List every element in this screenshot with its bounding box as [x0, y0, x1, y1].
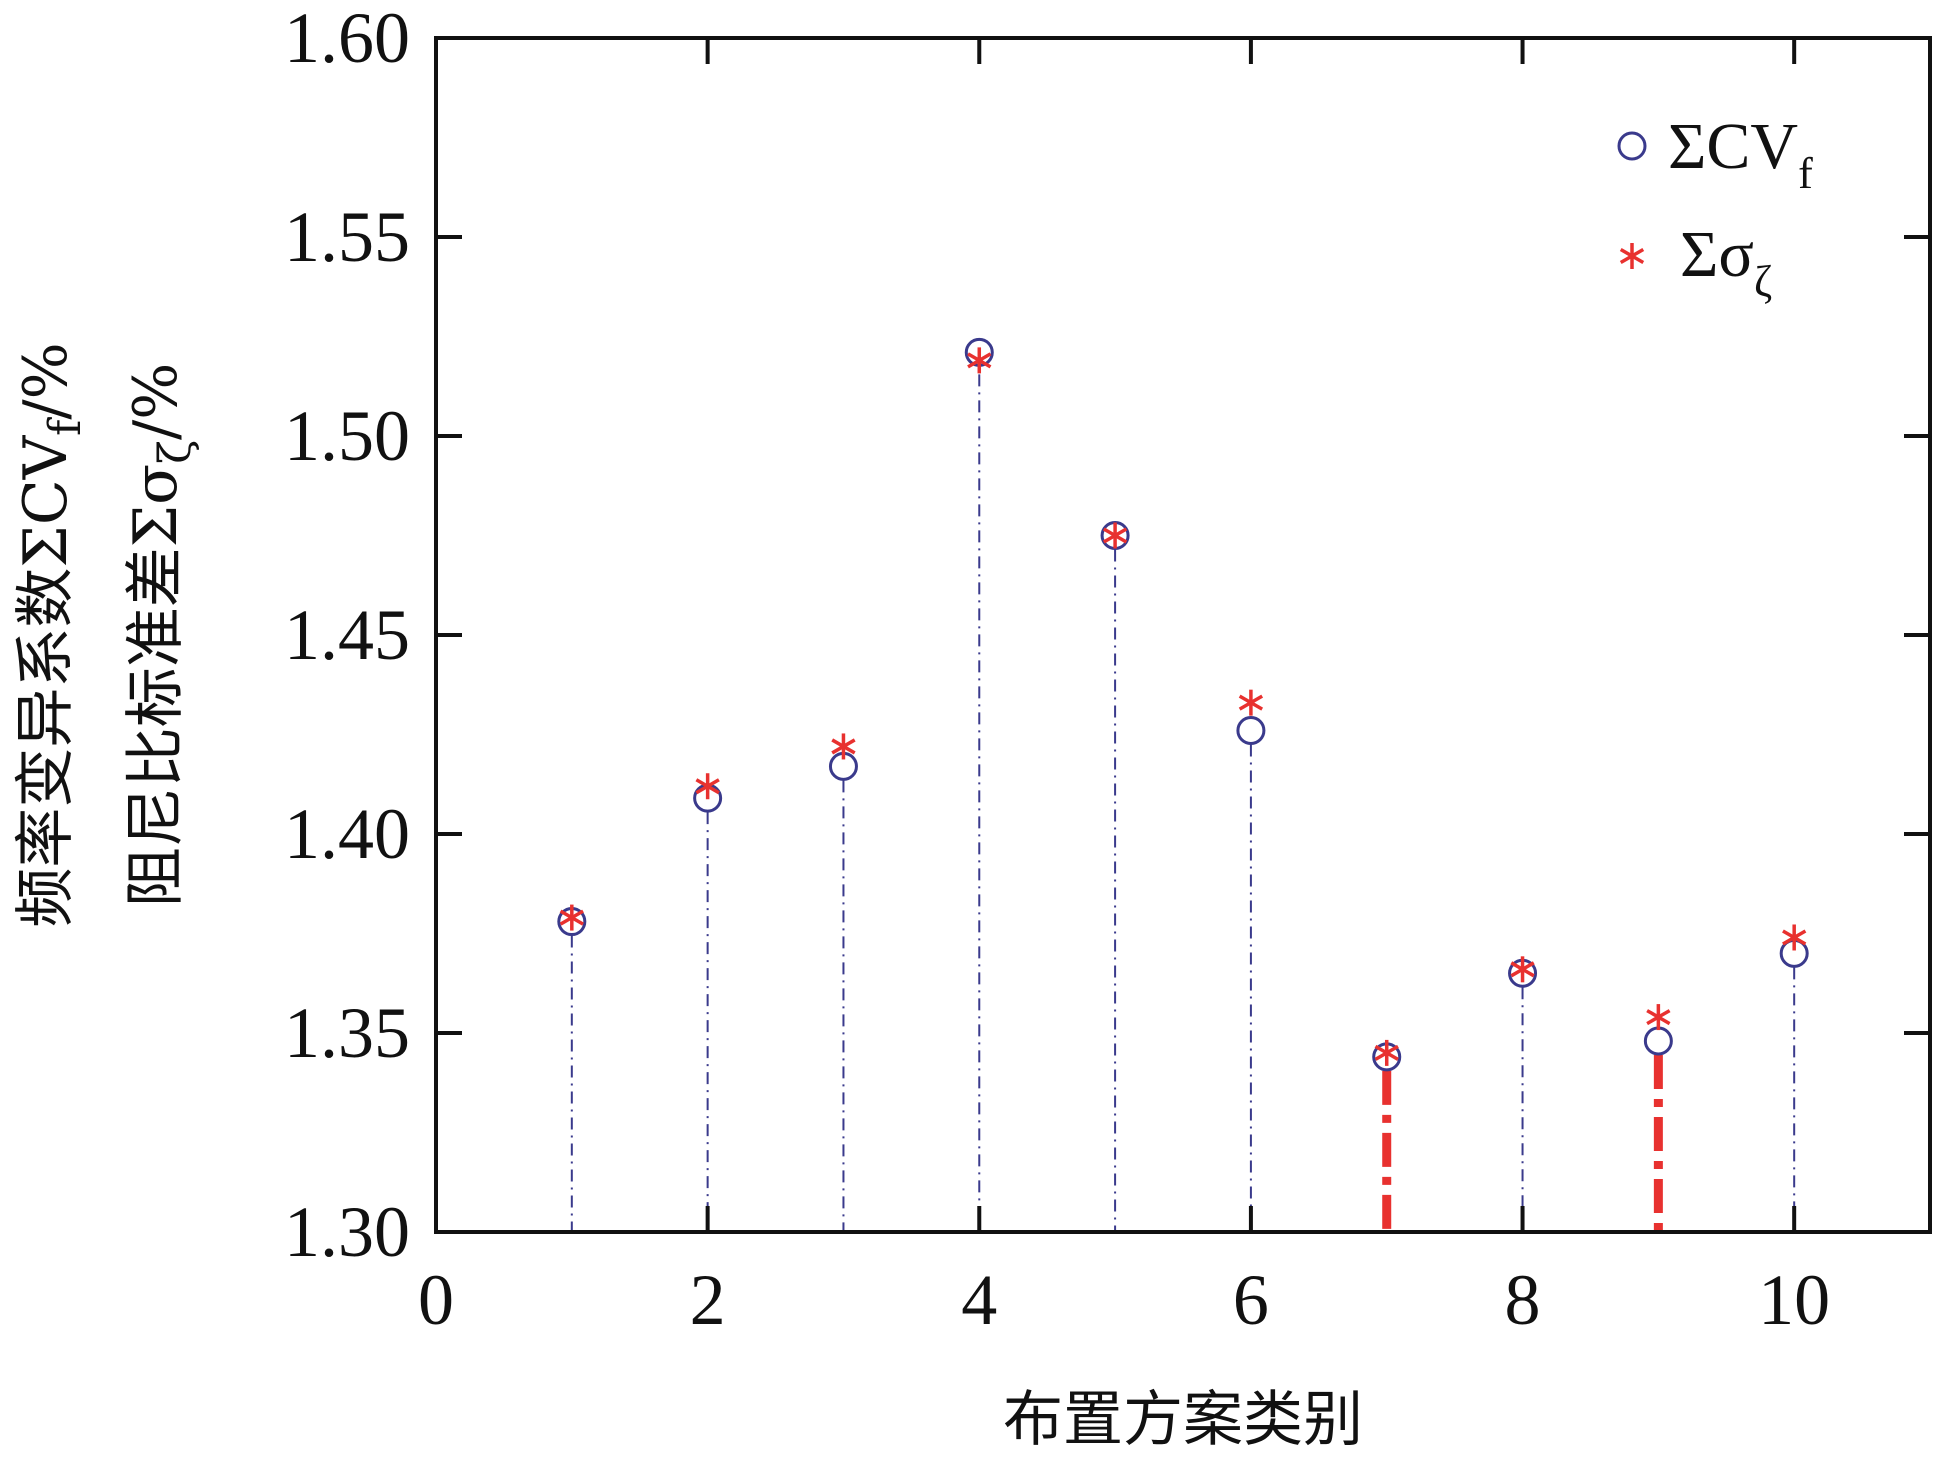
sigma-point	[1510, 956, 1535, 983]
sigma-point	[831, 733, 856, 760]
svg-text:阻尼比标准差Σσζ/%: 阻尼比标准差Σσζ/%	[121, 363, 201, 907]
asterisk-stroke	[695, 778, 720, 795]
x-axis-label: 布置方案类别	[1003, 1385, 1363, 1455]
x-tick-label: 10	[1758, 1260, 1830, 1340]
x-axis-ticks: 0 2 4 6 8 10	[418, 38, 1830, 1340]
stem-lines	[570, 374, 1796, 1232]
asterisk-stroke	[1646, 1009, 1671, 1026]
y-axis-ticks: 1.30 1.35 1.40 1.45 1.50 1.55 1.60	[284, 0, 1930, 1272]
legend-asterisk-icon	[1619, 243, 1645, 269]
asterisk-stroke	[967, 352, 992, 369]
legend-label-sigma: Σσζ	[1680, 218, 1772, 306]
x-tick-label: 2	[690, 1260, 726, 1340]
y-tick-label: 1.35	[284, 993, 410, 1073]
x-tick-label: 4	[961, 1260, 997, 1340]
y-axis-label-2: 阻尼比标准差Σσζ/%	[121, 363, 201, 907]
legend: ΣCVf Σσζ	[1617, 110, 1813, 306]
y-tick-label: 1.60	[284, 0, 410, 78]
sigma-point	[967, 347, 992, 374]
asterisk-stroke	[1374, 1044, 1399, 1061]
svg-text:频率变异系数ΣCVf/%: 频率变异系数ΣCVf/%	[11, 342, 91, 927]
sigma-point	[1238, 689, 1264, 716]
x-tick-label: 6	[1233, 1260, 1269, 1340]
cvf-point	[1643, 1026, 1673, 1056]
asterisk-stroke	[1510, 961, 1535, 978]
y-axis-label-1: 频率变异系数ΣCVf/%	[11, 342, 91, 927]
data-markers	[557, 337, 1809, 1072]
asterisk-stroke	[1102, 527, 1128, 544]
cvf-point	[1236, 716, 1266, 746]
y-tick-label: 1.30	[284, 1192, 410, 1272]
x-tick-label: 0	[418, 1260, 454, 1340]
y-tick-label: 1.45	[284, 595, 410, 675]
sigma-point	[1782, 924, 1807, 951]
sigma-point	[695, 773, 720, 800]
asterisk-stroke	[1619, 247, 1645, 265]
y-tick-label: 1.40	[284, 794, 410, 874]
sigma-point	[1646, 1004, 1671, 1031]
asterisk-stroke	[1238, 694, 1264, 711]
legend-label-cvf: ΣCVf	[1668, 110, 1813, 198]
legend-circle-icon	[1617, 131, 1647, 161]
asterisk-stroke	[831, 738, 856, 755]
legend-asterisk-glyph	[1619, 243, 1645, 269]
asterisk-stroke	[1782, 929, 1807, 946]
sigma-point	[1374, 1039, 1399, 1066]
sigma-point	[559, 904, 584, 931]
x-tick-label: 8	[1505, 1260, 1541, 1340]
y-tick-label: 1.55	[284, 197, 410, 277]
asterisk-stroke	[559, 909, 584, 926]
y-tick-label: 1.50	[284, 396, 410, 476]
sigma-point	[1102, 522, 1128, 549]
